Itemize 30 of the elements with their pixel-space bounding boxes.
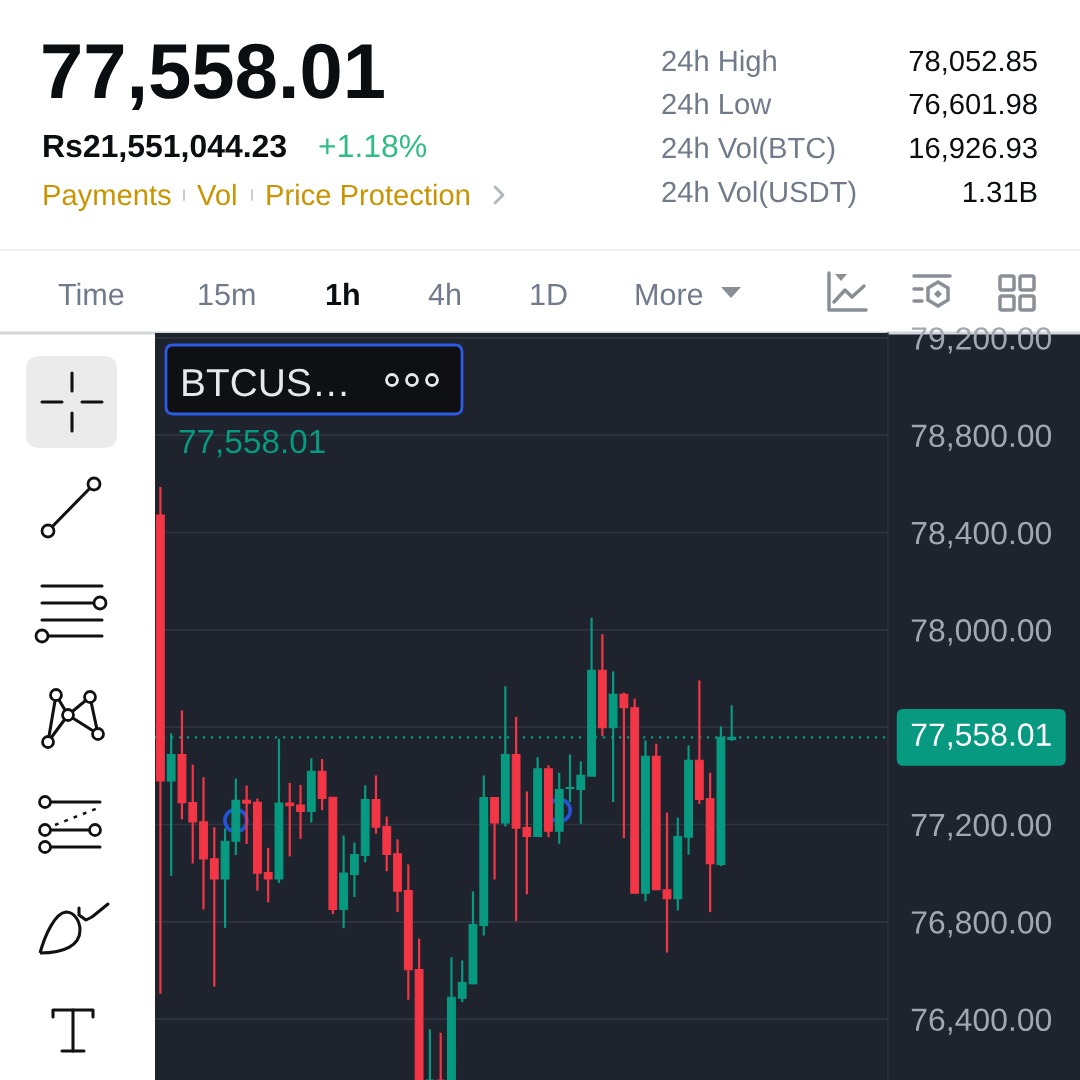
y-tick-label: 79,200.00 (911, 327, 1052, 354)
text: Rs21,551,044.23 (44, 134, 286, 162)
text: 24h Low (662, 92, 772, 115)
text: 24h Vol(BTC) (662, 136, 835, 165)
y-tick-label: 78,000.00 (911, 619, 1052, 646)
text: 15m (199, 283, 255, 306)
text: 24h High (662, 49, 776, 78)
text: BTCUS… (183, 368, 346, 397)
text: 1D (531, 283, 567, 305)
text: 24h Vol(USDT) (662, 180, 856, 209)
annotation: 77,558.01 (179, 429, 325, 458)
ref-line-label: 77,558.01 (911, 723, 1051, 750)
text: 1.31B (964, 181, 1037, 203)
y-tick-label: 77,200.00 (911, 813, 1052, 841)
text: 78,052.85 (909, 50, 1037, 75)
text: More (636, 283, 703, 306)
text: 4h (428, 282, 460, 305)
y-tick-label: 76,400.00 (911, 1008, 1052, 1035)
text: Vol (197, 183, 236, 206)
y-tick-label: 78,800.00 (911, 424, 1052, 451)
text: Price Protection (267, 183, 469, 206)
text: Time (58, 282, 124, 306)
text: Payments (44, 184, 171, 212)
text: 77,558.01 (43, 43, 384, 111)
text: +1.18% (319, 134, 427, 158)
y-tick-label: 78,400.00 (911, 521, 1052, 549)
text: 76,601.98 (909, 93, 1037, 118)
y-tick-label: 76,800.00 (911, 911, 1052, 938)
text: 16,926.93 (910, 137, 1037, 162)
text: 1h (326, 282, 359, 305)
